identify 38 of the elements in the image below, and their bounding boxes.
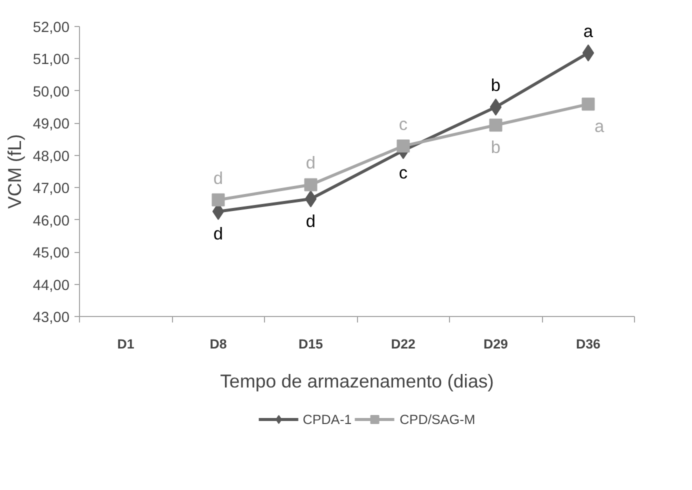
- y-tick-label: 52,00: [32, 20, 70, 36]
- annotation: a: [583, 20, 594, 41]
- annotation: c: [398, 114, 408, 134]
- point: [582, 98, 595, 111]
- point: [582, 44, 594, 62]
- y-tick-label: 44,00: [32, 278, 70, 294]
- x-tick-label: D1: [117, 336, 135, 352]
- x-tick-label: D29: [484, 336, 508, 352]
- annotation: d: [306, 210, 316, 231]
- point: [212, 193, 225, 206]
- annotation: d: [306, 152, 316, 173]
- point: [304, 178, 318, 192]
- x-tick-label: D36: [576, 336, 600, 352]
- y-tick-label: 47,00: [32, 181, 70, 198]
- point: [489, 118, 502, 132]
- annotation: b: [490, 75, 501, 96]
- annotation: d: [213, 223, 224, 244]
- y-tick-label: 45,00: [32, 246, 70, 262]
- legend-label: CPDA-1: [302, 412, 352, 426]
- point: [304, 190, 317, 208]
- legend-label: CPD/SAG-M: [400, 412, 476, 426]
- x-axis-title: Tempo de armazenamento (dias): [220, 370, 494, 392]
- x-tick-label: D15: [298, 336, 324, 352]
- y-tick-label: 46,00: [32, 213, 70, 230]
- y-tick-label: 50,00: [32, 84, 70, 100]
- y-tick-label: 51,00: [32, 52, 70, 68]
- x-tick-label: D22: [391, 336, 416, 352]
- point: [396, 140, 410, 153]
- y-axis-title: VCM (fL): [4, 134, 25, 209]
- point: [490, 98, 502, 116]
- annotation: c: [398, 162, 408, 183]
- x-tick-label: D8: [210, 336, 227, 352]
- annotation: d: [213, 168, 224, 188]
- y-tick-label: 49,00: [32, 116, 70, 133]
- y-tick-label: 48,00: [32, 148, 70, 165]
- annotation: a: [594, 116, 605, 136]
- annotation: b: [490, 137, 501, 158]
- y-tick-label: 43,00: [32, 310, 70, 326]
